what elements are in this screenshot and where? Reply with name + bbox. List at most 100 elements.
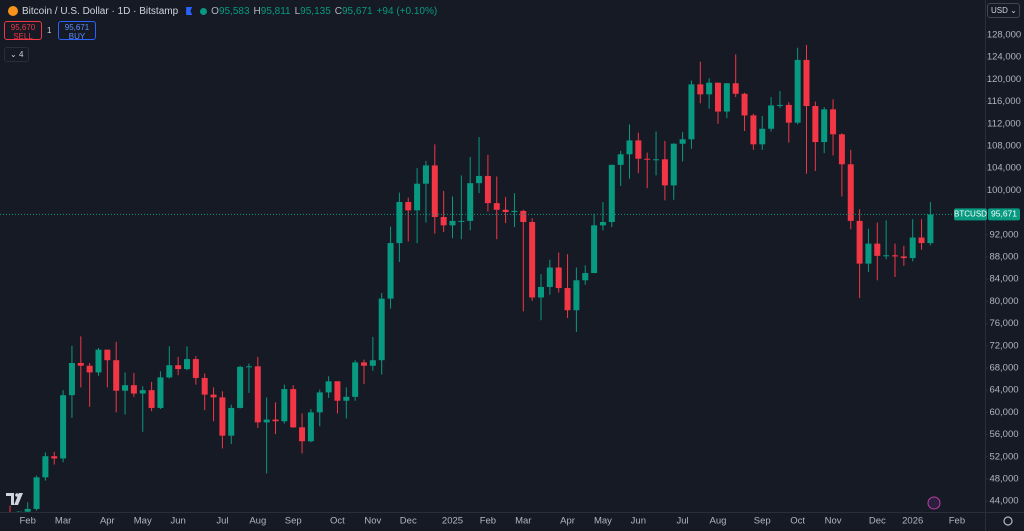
ohlc-value: 95,135: [300, 5, 331, 17]
candle-body: [670, 143, 677, 186]
buy-button[interactable]: 95,671 BUY: [58, 21, 96, 41]
candle-body: [352, 362, 359, 397]
candle-body: [520, 210, 527, 223]
candle-body: [715, 82, 721, 112]
y-tick-label: 56,000: [989, 429, 1018, 440]
ohlc-label: O: [211, 5, 219, 17]
candle-body: [617, 154, 624, 165]
candle-body: [838, 134, 845, 165]
candle-body: [865, 243, 872, 264]
market-status: [200, 7, 208, 15]
candle-body: [184, 359, 190, 370]
y-tick-label: 80,000: [989, 296, 1018, 307]
candle-body: [139, 390, 146, 394]
candle-body: [812, 106, 819, 143]
candle-body: [467, 183, 474, 221]
x-tick-label: Apr: [100, 516, 115, 527]
y-tick-label: 72,000: [989, 340, 1018, 351]
candle-body: [847, 164, 854, 221]
x-tick-label: Feb: [949, 516, 965, 527]
candle-body: [502, 209, 509, 213]
currency-select[interactable]: USD ⌄: [987, 3, 1020, 18]
x-tick-label: Oct: [330, 516, 345, 527]
candle-body: [422, 165, 429, 184]
x-tick-label: Aug: [249, 516, 266, 527]
candle-body: [210, 394, 217, 398]
currency: USD: [991, 6, 1008, 15]
candle-body: [918, 237, 925, 244]
ohlc-value: 95,811: [260, 5, 291, 17]
candle-body: [493, 203, 500, 210]
candle-body: [785, 104, 792, 123]
candle-body: [484, 175, 491, 204]
candle-body: [192, 359, 199, 378]
x-tick-label: Mar: [55, 516, 71, 527]
y-tick-label: 120,000: [987, 74, 1021, 85]
candle-body: [564, 288, 571, 311]
candle-body: [148, 390, 155, 408]
y-tick-label: 92,000: [989, 229, 1018, 240]
x-tick-label: Jul: [216, 516, 228, 527]
y-tick-label: 116,000: [987, 96, 1021, 107]
candle-body: [24, 508, 31, 512]
y-tick-label: 112,000: [987, 118, 1021, 129]
y-tick-label: 48,000: [989, 473, 1018, 484]
candle-body: [644, 158, 651, 160]
candle-body: [316, 392, 323, 413]
y-tick-label: 104,000: [987, 163, 1021, 174]
candle-body: [263, 419, 270, 423]
x-tick-label: Nov: [364, 516, 381, 527]
sell-button[interactable]: 95,670 SELL: [4, 21, 42, 41]
y-tick-label: 76,000: [989, 318, 1018, 329]
candle-body: [573, 280, 580, 311]
x-tick-label: May: [134, 516, 152, 527]
candle-body: [245, 366, 252, 368]
alert-icon[interactable]: [927, 496, 941, 510]
candle-body: [122, 385, 129, 391]
y-tick-label: 52,000: [989, 451, 1018, 462]
candle-body: [15, 511, 22, 512]
candle-body: [900, 256, 907, 259]
candle-body: [803, 59, 810, 107]
candle-body: [732, 83, 739, 94]
candle-body: [794, 59, 801, 123]
symbol-title: Bitcoin / U.S. Dollar · 1D · Bitstamp: [22, 5, 179, 17]
x-tick-label: Nov: [825, 516, 842, 527]
y-tick-label: 128,000: [987, 29, 1021, 40]
y-tick-label: 68,000: [989, 362, 1018, 373]
candle-body: [369, 360, 376, 366]
x-tick-label: Feb: [20, 516, 36, 527]
candle-body: [529, 222, 536, 298]
candle-body: [405, 202, 412, 211]
candle-body: [608, 164, 615, 223]
indicators-count: 4: [18, 50, 24, 59]
symbol-icon: [8, 6, 18, 16]
candle-body: [511, 210, 518, 213]
candle-body: [387, 243, 394, 299]
candle-body: [299, 427, 306, 442]
candle-body: [166, 365, 173, 378]
x-tick-label: Jun: [631, 516, 646, 527]
candle-body: [538, 286, 544, 298]
candle-body: [378, 298, 385, 361]
x-tick-label: Mar: [515, 516, 531, 527]
symbol-tag: [954, 208, 987, 221]
price-tag: [988, 208, 1020, 221]
x-tick-label: Dec: [400, 516, 417, 527]
x-tick-label: Aug: [710, 516, 727, 527]
candle-body: [883, 255, 890, 257]
candle-body: [626, 140, 633, 155]
ohlc-values: O 95,583 H 95,811 L 95,135 C 95,671: [211, 6, 376, 17]
candle-body: [909, 237, 916, 259]
candle-body: [723, 83, 730, 112]
candle-body: [856, 220, 863, 264]
indicators-toggle[interactable]: ⌄ 4: [4, 47, 30, 62]
settings-icon[interactable]: [1003, 516, 1013, 526]
candle-body: [95, 349, 102, 373]
flag[interactable]: [186, 7, 193, 15]
symbol-tag-label: BTCUSD: [954, 210, 987, 219]
candle-body: [653, 159, 660, 161]
candle-body: [759, 128, 766, 145]
candle-body: [343, 396, 350, 401]
